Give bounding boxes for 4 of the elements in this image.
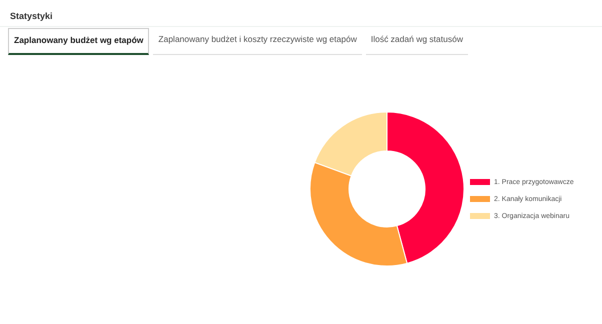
text: Zaplanowany budżet wg etapów xyxy=(8,28,150,55)
text: Zaplanowany budżet i koszty rzeczywiste wg etapów xyxy=(153,28,362,55)
text: Statystyki xyxy=(10,11,53,21)
text: Ilość zadań wg statusów xyxy=(366,28,468,55)
